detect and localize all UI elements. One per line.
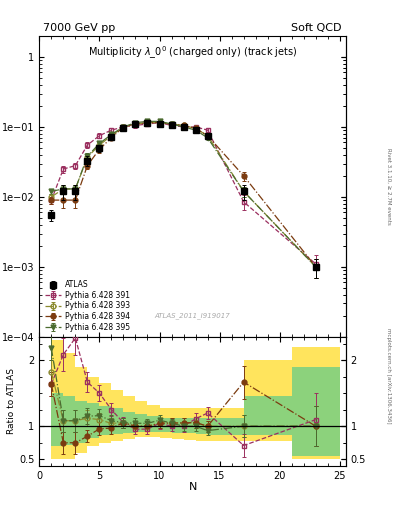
Text: mcplots.cern.ch [arXiv:1306.3436]: mcplots.cern.ch [arXiv:1306.3436] bbox=[386, 328, 391, 423]
Text: Soft QCD: Soft QCD bbox=[292, 23, 342, 33]
Text: Rivet 3.1.10, ≥ 2.7M events: Rivet 3.1.10, ≥ 2.7M events bbox=[386, 148, 391, 225]
Text: 7000 GeV pp: 7000 GeV pp bbox=[43, 23, 116, 33]
X-axis label: N: N bbox=[188, 482, 197, 492]
Text: ATLAS_2011_I919017: ATLAS_2011_I919017 bbox=[155, 312, 230, 319]
Legend: ATLAS, Pythia 6.428 391, Pythia 6.428 393, Pythia 6.428 394, Pythia 6.428 395: ATLAS, Pythia 6.428 391, Pythia 6.428 39… bbox=[43, 279, 131, 333]
Y-axis label: Ratio to ATLAS: Ratio to ATLAS bbox=[7, 369, 16, 434]
Text: Multiplicity $\lambda\_0^0$ (charged only) (track jets): Multiplicity $\lambda\_0^0$ (charged onl… bbox=[88, 45, 298, 61]
